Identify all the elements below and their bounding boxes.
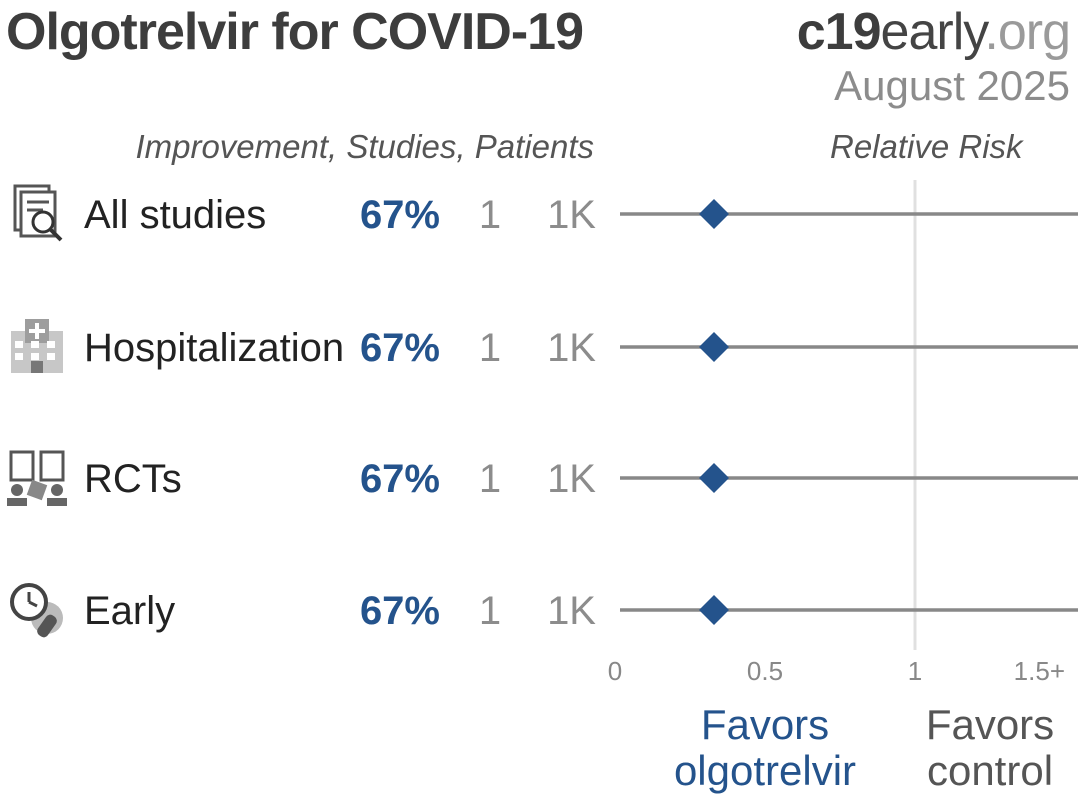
rct-icon [7,450,67,506]
brand-part-c19: c19 [796,3,882,61]
studies-count: 1 [479,457,501,501]
point-estimate [699,595,729,625]
x-tick-label: 0.5 [747,656,783,686]
studies-count: 1 [479,193,501,237]
favors-treatment-line-1: Favors [700,701,830,748]
improvement-value: 67% [360,457,440,501]
improvement-value: 67% [360,326,440,370]
x-tick-label: 1 [908,656,922,686]
row-label: Hospitalization [84,326,344,370]
brand-part-org: .org [984,3,1071,61]
favors-control-line-2: control [926,747,1054,794]
favors-control-line-1: Favors [925,701,1055,748]
favors-control-label: Favors control [900,702,1080,794]
point-estimate [699,199,729,229]
row-label: All studies [84,193,266,237]
row-label: Early [84,589,175,633]
brand-part-early: early [880,3,986,61]
studies-count: 1 [479,589,501,633]
forest-plot: All studies 67% 1 1K Hospitalization 67% 1 1K RC… [7,180,1078,686]
patients-count: 1K [547,589,596,633]
favors-treatment-label: Favors olgotrelvir [640,702,890,794]
point-estimate [699,332,729,362]
row-label: RCTs [84,457,182,501]
point-estimate [699,463,729,493]
relative-risk-header: Relative Risk [830,128,1023,165]
x-tick-label: 0 [608,656,622,686]
publication-date: August 2025 [834,62,1070,109]
improvement-value: 67% [360,193,440,237]
studies-count: 1 [479,326,501,370]
studies-icon [13,184,63,242]
patients-count: 1K [547,326,596,370]
patients-count: 1K [547,193,596,237]
x-tick-label: 1.5+ [1014,656,1065,686]
favors-treatment-line-2: olgotrelvir [673,747,857,794]
brand-logo: c19early.org [796,2,1071,62]
columns-header: Improvement, Studies, Patients [135,128,594,165]
early-treatment-icon [10,583,63,638]
chart-title: Olgotrelvir for COVID-19 [6,3,584,61]
patients-count: 1K [547,457,596,501]
hospital-icon [11,319,63,373]
improvement-value: 67% [360,589,440,633]
